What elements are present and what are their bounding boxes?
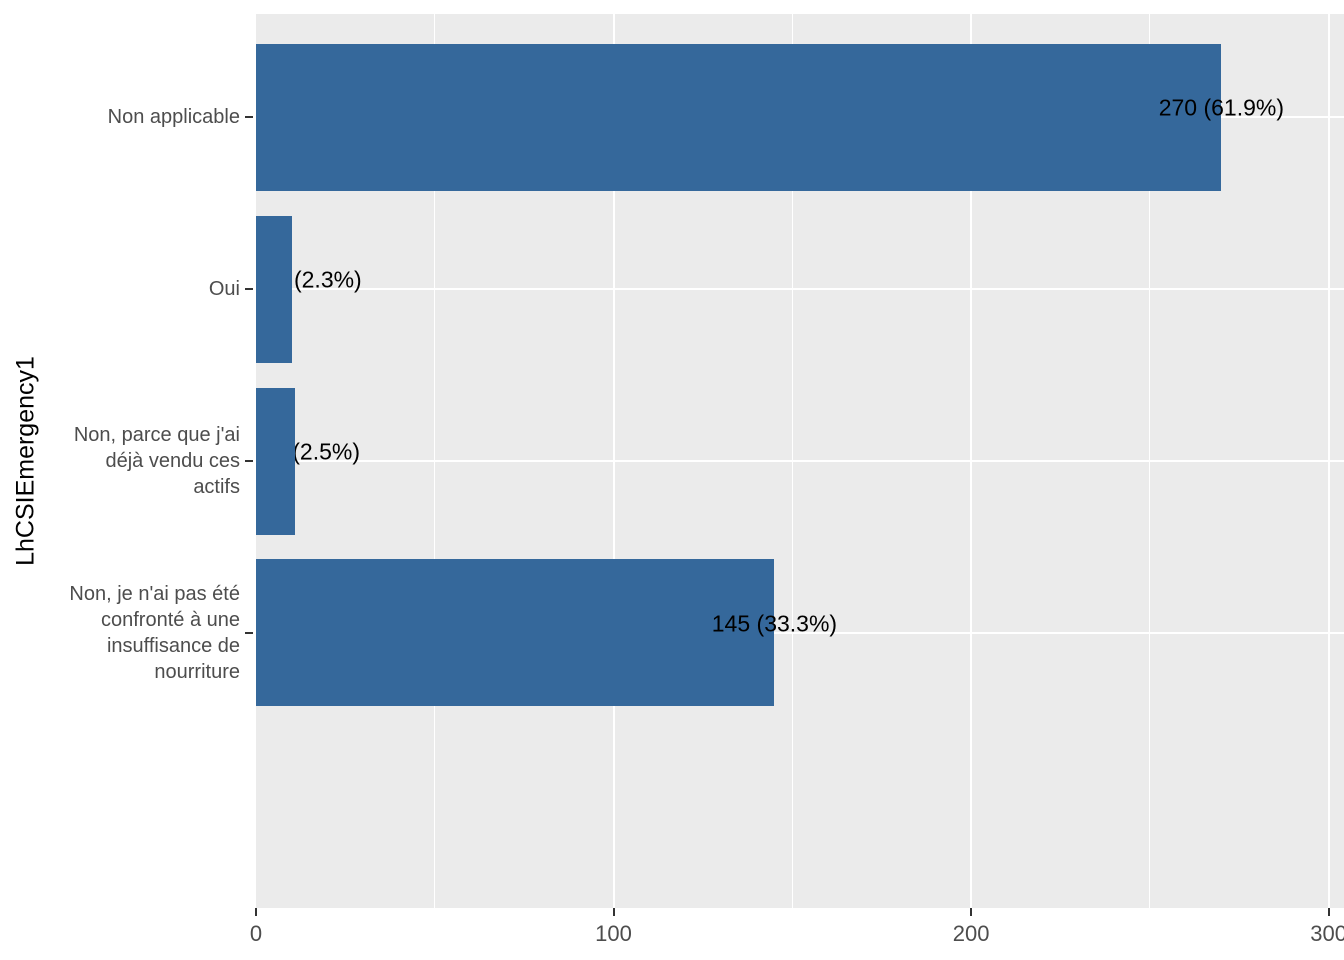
x-axis-tick-label: 300 <box>1310 921 1344 946</box>
x-axis-tick-mark <box>1327 908 1330 916</box>
category-label: Oui <box>208 278 240 301</box>
bar-value-label: 145 (33.3%) <box>711 610 838 637</box>
bar <box>256 215 292 363</box>
y-axis-tick-mark <box>245 116 253 119</box>
category-label: Non, parce que j'ai déjà vendu ces actif… <box>73 424 240 498</box>
category-label: Non applicable <box>107 106 240 129</box>
x-axis-tick-label: 200 <box>952 921 990 946</box>
bar <box>256 387 296 535</box>
x-axis-tick-mark <box>970 908 973 916</box>
gridline-horizontal-major <box>256 288 1344 291</box>
x-axis-tick-label: 100 <box>595 921 632 946</box>
gridline-horizontal-major <box>256 460 1344 462</box>
category-label: Non, je n'ai pas été confronté à une ins… <box>69 582 240 683</box>
y-axis-tick-mark <box>245 631 253 634</box>
x-axis-tick-mark <box>255 908 257 916</box>
x-axis-tick-mark <box>612 908 615 916</box>
x-axis-tick-label: 0 <box>249 921 263 946</box>
plot-panel: 270 (61.9%) 10 (2.3%) 11 (2.5%) 145 (33.3%) <box>256 14 1344 908</box>
bar <box>256 559 775 707</box>
bar <box>256 43 1222 191</box>
bar-value-label: 270 (61.9%) <box>1158 94 1285 121</box>
y-axis-title: LhCSIEmergency1 <box>11 356 40 566</box>
gridline-horizontal-major <box>256 631 1344 634</box>
y-axis-tick-mark <box>245 288 253 291</box>
y-axis-tick-mark <box>245 460 253 462</box>
